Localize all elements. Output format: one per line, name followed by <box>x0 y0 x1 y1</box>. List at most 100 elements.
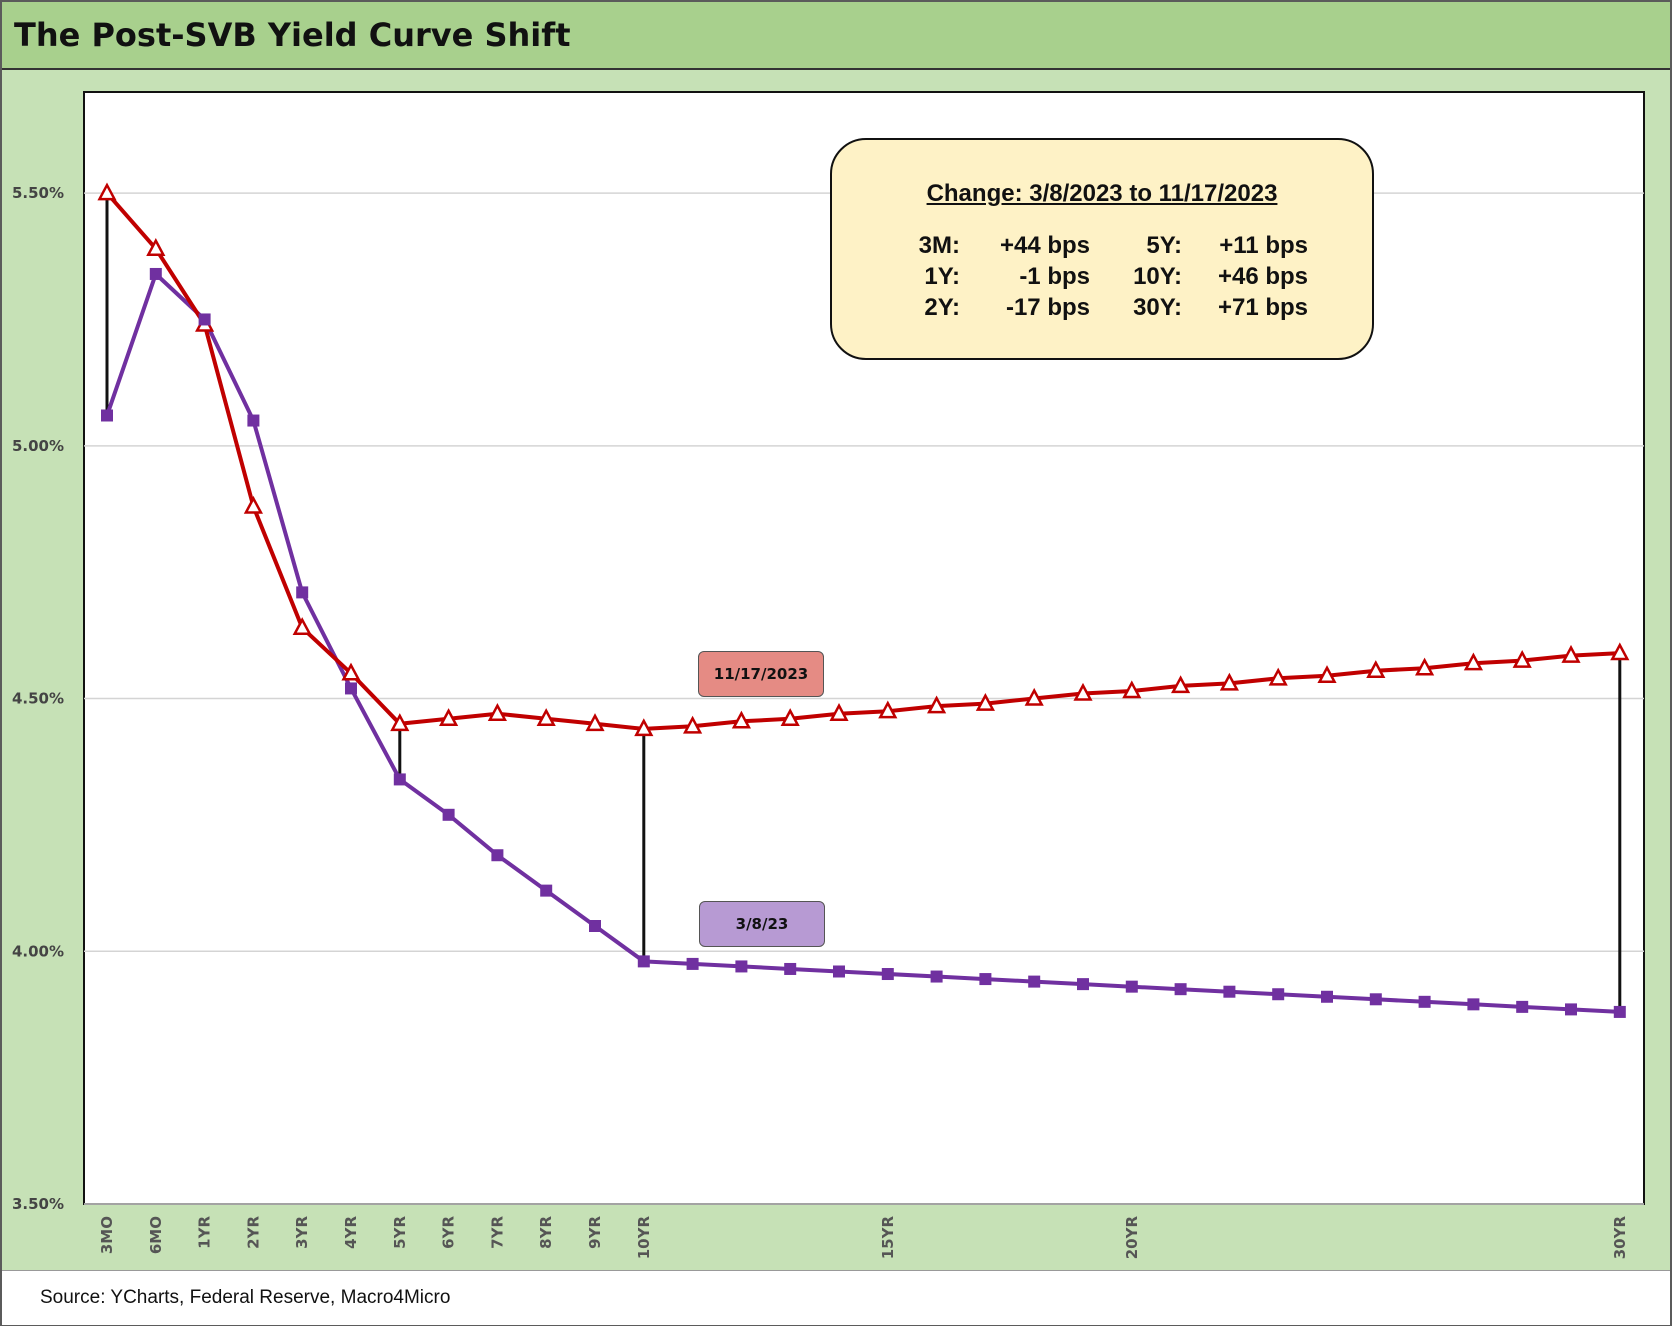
annotation-value: +71 bps <box>1217 294 1308 321</box>
data-point-triangle <box>683 715 703 734</box>
data-point-triangle <box>1561 644 1581 663</box>
data-point-triangle <box>927 695 947 714</box>
annotation-value: +46 bps <box>1217 263 1308 290</box>
data-point-triangle <box>390 713 410 732</box>
data-point-square <box>1565 1003 1577 1016</box>
data-point-triangle <box>1610 642 1630 661</box>
change-annotation-box: Change: 3/8/2023 to 11/17/2023 3M: +44 b… <box>830 138 1374 360</box>
data-point-square <box>540 884 553 897</box>
data-point-triangle <box>243 495 263 514</box>
data-point-square <box>101 409 113 422</box>
x-tick-label: 5YR <box>391 1216 409 1249</box>
data-point-triangle <box>731 710 751 729</box>
annotation-value: +11 bps <box>1219 232 1308 259</box>
data-point-triangle <box>292 617 312 636</box>
data-point-square <box>1613 1005 1626 1018</box>
annotation-label: 10Y: <box>1133 263 1182 290</box>
data-point-triangle <box>1122 680 1142 699</box>
data-point-triangle <box>1317 665 1337 684</box>
data-point-triangle <box>1024 687 1044 706</box>
data-point-triangle <box>1512 649 1532 668</box>
data-point-triangle <box>97 182 117 201</box>
annotation-label: 3M: <box>918 232 960 259</box>
data-point-triangle <box>780 708 800 727</box>
y-tick-label: 5.50% <box>12 184 64 202</box>
annotation-label: 2Y: <box>924 294 960 321</box>
x-tick-label: 10YR <box>635 1216 653 1260</box>
data-point-square <box>1369 993 1382 1006</box>
data-point-square <box>1125 980 1138 993</box>
data-point-triangle <box>439 708 459 727</box>
data-point-square <box>442 808 455 821</box>
annotation-label: 5Y: <box>1146 232 1182 259</box>
x-tick-label: 15YR <box>879 1216 897 1260</box>
data-point-square <box>1467 998 1480 1011</box>
data-point-square <box>686 957 699 970</box>
series-line <box>105 272 1620 1014</box>
data-point-square <box>1516 1000 1529 1013</box>
x-tick-label: 9YR <box>586 1216 604 1249</box>
x-tick-label: 8YR <box>537 1216 555 1249</box>
y-tick-label: 5.00% <box>12 437 64 455</box>
x-tick-label: 1YR <box>196 1216 214 1249</box>
chart-title: The Post-SVB Yield Curve Shift <box>14 16 571 54</box>
annotation-label: 30Y: <box>1133 294 1182 321</box>
x-tick-label: 4YR <box>342 1216 360 1249</box>
data-point-square <box>1223 985 1236 998</box>
data-point-square <box>1272 988 1285 1001</box>
data-point-square <box>979 973 992 986</box>
x-tick-label: 30YR <box>1611 1216 1629 1260</box>
data-point-triangle <box>585 713 605 732</box>
annotation-value: -17 bps <box>1005 294 1090 321</box>
series-label-3-8-23: 3/8/23 <box>699 901 825 947</box>
data-point-square <box>149 267 162 280</box>
source-bar: Source: YCharts, Federal Reserve, Macro4… <box>2 1270 1670 1325</box>
data-point-square <box>930 970 943 983</box>
data-point-square <box>1174 983 1187 996</box>
data-point-triangle <box>1366 660 1386 678</box>
data-point-square <box>198 313 211 326</box>
data-point-square <box>1321 990 1333 1003</box>
y-tick-label: 4.50% <box>12 690 64 708</box>
source-note: Source: YCharts, Federal Reserve, Macro4… <box>40 1287 451 1308</box>
x-tick-label: 7YR <box>488 1216 506 1249</box>
data-point-square <box>491 849 504 862</box>
data-point-square <box>833 965 845 978</box>
y-tick-label: 4.00% <box>12 942 64 960</box>
series-line <box>105 191 1620 731</box>
data-point-triangle <box>536 708 556 727</box>
data-point-triangle <box>487 703 507 721</box>
data-point-triangle <box>1415 657 1435 676</box>
x-tick-label: 6MO <box>147 1216 165 1254</box>
x-tick-label: 3YR <box>293 1216 311 1249</box>
annotation-title: Change: 3/8/2023 to 11/17/2023 <box>926 180 1278 207</box>
data-point-triangle <box>634 718 654 737</box>
data-point-triangle <box>1268 667 1288 686</box>
x-tick-label: 2YR <box>244 1216 262 1249</box>
data-point-triangle <box>878 700 898 719</box>
data-point-triangle <box>829 703 849 721</box>
annotation-value: -1 bps <box>1019 263 1090 290</box>
data-point-triangle <box>146 238 166 256</box>
y-tick-label: 3.50% <box>12 1195 64 1213</box>
data-point-triangle <box>341 662 361 681</box>
data-point-square <box>784 962 797 975</box>
data-point-square <box>296 586 309 599</box>
data-point-square <box>247 414 260 427</box>
data-point-square <box>393 773 406 786</box>
data-point-square <box>589 920 601 932</box>
data-point-triangle <box>1171 675 1191 694</box>
data-point-triangle <box>1073 682 1093 701</box>
series-label-11-17-2023: 11/17/2023 <box>698 651 824 697</box>
data-point-square <box>1077 978 1089 991</box>
title-bar: The Post-SVB Yield Curve Shift <box>2 2 1670 70</box>
x-tick-label: 6YR <box>440 1216 458 1249</box>
data-point-square <box>637 955 650 968</box>
x-tick-label: 20YR <box>1123 1216 1141 1260</box>
data-point-square <box>735 960 748 973</box>
data-point-triangle <box>1219 672 1239 691</box>
data-point-triangle <box>975 692 995 711</box>
data-point-square <box>881 968 894 981</box>
data-point-square <box>1028 975 1041 988</box>
annotation-value: +44 bps <box>999 232 1090 259</box>
